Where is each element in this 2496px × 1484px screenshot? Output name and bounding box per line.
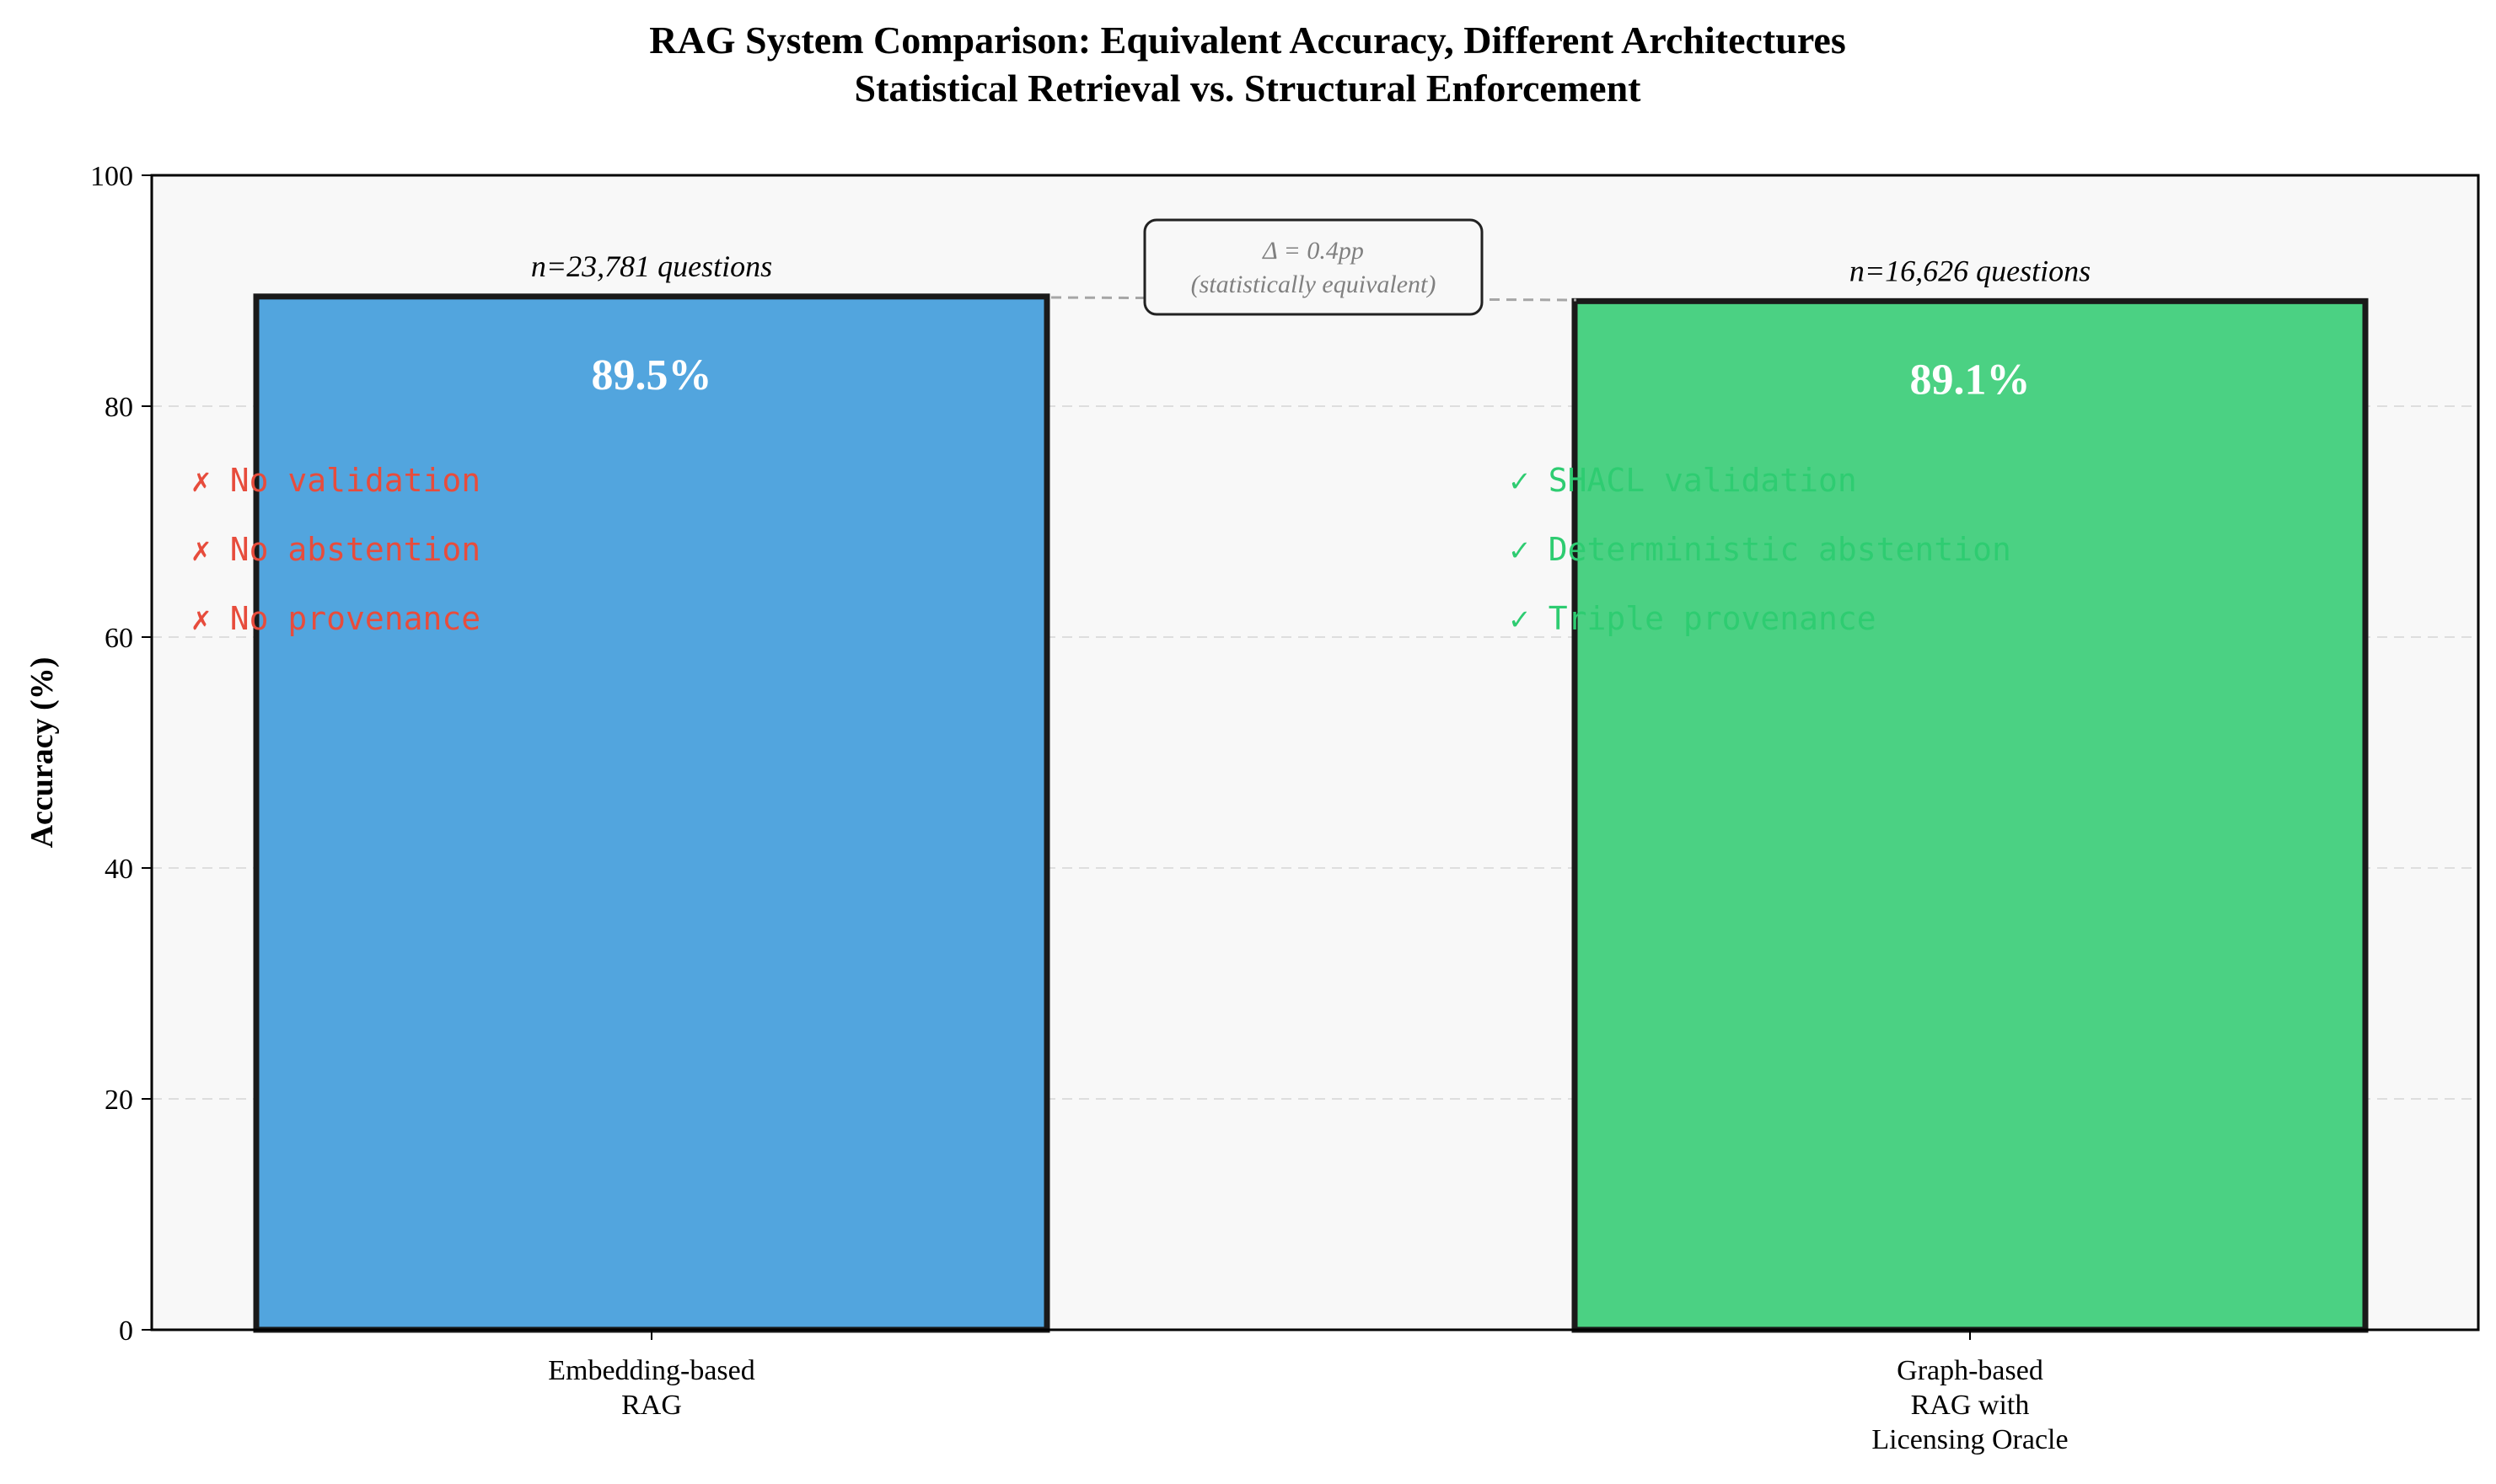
- delta-annotation-line2: (statistically equivalent): [1191, 271, 1436, 298]
- y-axis: 0 20 40 60 80 100: [90, 161, 152, 1347]
- chart-subtitle: Statistical Retrieval vs. Structural Enf…: [854, 67, 1641, 110]
- y-tick-label: 80: [105, 392, 133, 423]
- feature-label: ✓ SHACL validation: [1510, 462, 1857, 499]
- feature-label: ✗ No provenance: [191, 600, 480, 637]
- x-tick-label: RAG with: [1911, 1390, 2030, 1421]
- delta-annotation-box: [1143, 218, 1484, 316]
- delta-annotation-line1: Δ = 0.4pp: [1262, 237, 1364, 265]
- chart-title: RAG System Comparison: Equivalent Accura…: [649, 19, 1845, 62]
- bar: [1571, 297, 2369, 1333]
- x-axis: Embedding-based RAG Graph-based RAG withLic…: [548, 1330, 2069, 1455]
- bar-value-label: 89.5%: [592, 351, 712, 399]
- bar: [253, 293, 1050, 1333]
- feature-label: ✗ No validation: [191, 462, 480, 499]
- x-tick-label: Licensing Oracle: [1871, 1424, 2068, 1455]
- x-tick-label: Graph-based: [1897, 1355, 2043, 1386]
- y-tick-label: 0: [119, 1315, 133, 1347]
- bar-value-label: 89.1%: [1910, 356, 2031, 404]
- sample-size-label: n=23,781 questions: [531, 249, 772, 283]
- x-tick-label: Embedding-based: [548, 1355, 755, 1386]
- feature-label: ✓ Deterministic abstention: [1510, 531, 2011, 568]
- sample-size-label: n=16,626 questions: [1849, 254, 2091, 287]
- y-tick-label: 100: [90, 161, 133, 192]
- y-tick-label: 20: [105, 1085, 133, 1116]
- y-tick-label: 60: [105, 623, 133, 654]
- feature-label: ✓ Triple provenance: [1510, 600, 1876, 637]
- features: ✗ No validation ✗ No abstention ✗ No prove…: [191, 462, 2011, 637]
- y-axis-label: Accuracy (%): [24, 657, 60, 849]
- feature-label: ✗ No abstention: [191, 531, 480, 568]
- plot-frame: [150, 174, 2480, 1331]
- x-tick-label: RAG: [621, 1390, 682, 1421]
- y-tick-label: 40: [105, 854, 133, 885]
